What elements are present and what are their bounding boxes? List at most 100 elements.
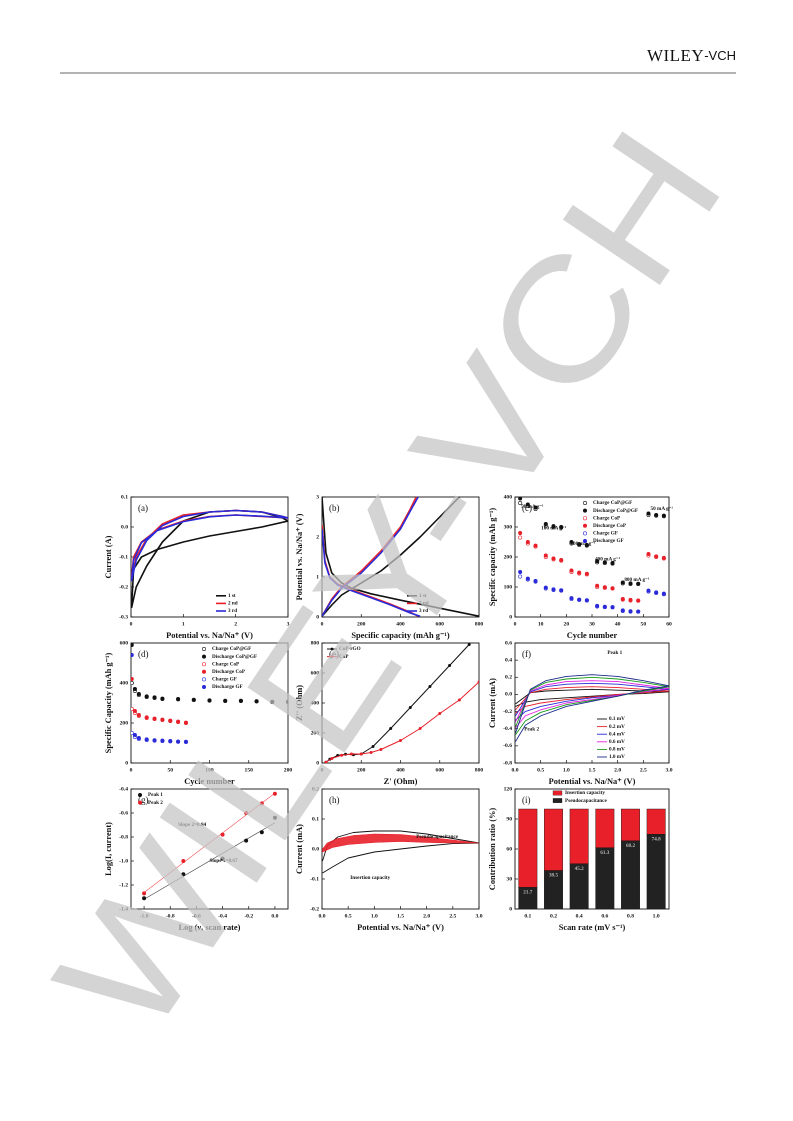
legend-label: Peak 1 [148,792,163,798]
point [160,696,165,701]
panel-label: (c) [522,503,532,513]
x-tick-label: 1.0 [653,913,660,919]
legend-label: Discharge CoP@GF [593,508,638,514]
panel-label: (a) [138,503,148,513]
y-tick-label: -0.2 [310,906,319,912]
point [518,569,523,574]
y-tick-label: 400 [120,680,129,686]
point [525,539,530,544]
point [131,653,134,657]
legend-label: 3 rd [228,608,237,614]
point [595,583,600,588]
legend: CoP-rGO CoP [327,646,361,660]
y-tick-label: -0.6 [503,743,512,749]
y-axis-label: Specific Capacity (mAh g⁻¹) [104,652,113,753]
plot-area [131,509,288,609]
point [518,500,523,505]
y-tick-label: 200 [120,720,129,726]
bar [595,847,615,909]
x-tick-label: 400 [396,621,405,627]
legend-swatch [582,531,587,536]
marker [349,752,353,756]
point [518,535,523,540]
legend-swatch [202,654,207,659]
x-tick-label: 400 [396,767,405,773]
point [286,699,288,704]
y-tick-label: -1.2 [119,882,128,888]
y-tick-label: -0.8 [119,834,128,840]
area [322,833,479,853]
x-tick-label: 200 [357,767,366,773]
legend-swatch [582,508,587,513]
marker [448,664,452,667]
bar [544,808,563,871]
point [646,511,651,516]
point [142,896,147,901]
point [559,557,564,562]
bar [595,808,615,848]
y-tick-label: 30 [506,876,512,882]
x-tick-label: 1.0 [371,913,378,919]
y-tick-label: 3 [316,494,319,500]
point [132,732,137,737]
panel: (i) Scan rate (mV s⁻¹) Contribution ratio … [488,786,670,932]
y-tick-label: 0.6 [505,640,512,646]
x-tick-label: 600 [436,767,445,773]
x-tick-label: 2.5 [640,767,647,773]
legend-swatch [552,790,563,796]
point [131,707,134,711]
y-tick-label: 0.0 [312,846,319,852]
x-tick-label: 0.0 [512,767,519,773]
line [131,509,288,582]
x-tick-label: 3.0 [666,767,673,773]
point [160,717,165,722]
x-tick-label: -0.4 [218,913,227,919]
legend-label: Peak 2 [148,800,163,806]
x-tick-label: 1.5 [589,767,596,773]
y-axis-label: Current (mA) [488,678,497,728]
y-axis-label: Contribution ratio (%) [488,808,497,891]
x-tick-label: -0.6 [192,913,201,919]
legend-label: Discharge CoP [212,669,246,675]
point [181,858,186,863]
x-tick-label: 60 [666,621,672,627]
annotation: 200 mA g⁻¹ [570,541,595,547]
point [270,699,275,704]
x-tick-label: 100 [205,767,214,773]
plot-area [322,830,479,874]
y-axis-label: Specific capacity (mAh g⁻¹) [488,508,497,607]
x-tick-label: 2.0 [614,767,621,773]
y-tick-label: 0 [509,614,512,620]
point [646,588,651,593]
x-tick-label: 3.0 [476,913,483,919]
panel: (b) Specific capacity (mAh g⁻¹) Potential … [295,494,483,640]
y-tick-label: 0.1 [121,494,128,500]
x-tick-label: 0 [321,621,324,627]
point [131,731,134,735]
y-tick-label: -1.0 [119,858,128,864]
point [636,598,641,603]
point [176,719,181,724]
legend: Insertion capacity Pseudocapacitance [552,790,607,804]
point [131,681,134,685]
point [152,695,157,700]
plot-area [515,674,669,742]
y-tick-label: -0.1 [310,876,319,882]
marker [457,698,461,702]
panel-label: (e) [329,649,339,659]
line [515,674,669,742]
y-tick-label: 400 [311,700,320,706]
point [533,505,538,510]
annotation: Peak 2 [524,727,539,733]
fit-line [143,822,276,900]
plot-area [518,497,666,614]
x-tick-label: 40 [615,621,621,627]
legend-swatch [582,523,587,528]
panel: (e) Z' (Ohm) Z'' (Ohm) 0 200 400 600 800 0 200 400… [295,640,483,786]
point [628,609,633,614]
y-tick-label: 0.2 [312,786,319,792]
legend-label: Discharge GF [212,684,243,690]
x-tick-label: 1 [182,621,185,627]
